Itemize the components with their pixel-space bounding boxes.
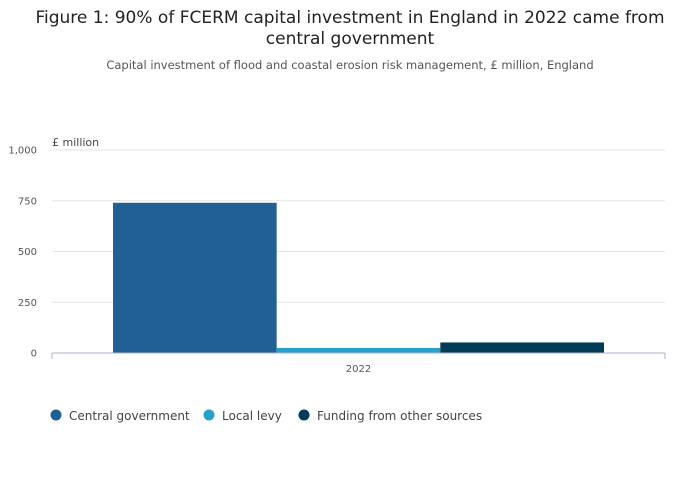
x-tick-label: 2022 — [346, 364, 371, 375]
legend-label: Local levy — [222, 409, 282, 423]
y-tick-label: 1,000 — [8, 146, 37, 157]
y-tick-label: 750 — [18, 196, 37, 207]
legend-marker — [203, 409, 215, 421]
bar-funding-from-other-sources[interactable] — [440, 342, 604, 353]
legend-item[interactable]: Funding from other sources — [298, 409, 483, 423]
y-tick-label: 500 — [18, 247, 37, 258]
chart-title: Figure 1: 90% of FCERM capital investmen… — [35, 8, 665, 49]
legend-label: Funding from other sources — [317, 409, 482, 423]
legend-marker — [50, 409, 62, 421]
bar-central-government[interactable] — [113, 202, 277, 353]
legend: Central government Local levy Funding from… — [50, 409, 483, 423]
legend-marker — [298, 409, 310, 421]
y-tick-label: 250 — [18, 298, 37, 309]
y-tick-label: 0 — [31, 349, 37, 360]
legend-item[interactable]: Central government — [50, 409, 190, 423]
y-axis: 0 250 500 750 1,000 — [8, 146, 37, 360]
bar-local-levy[interactable] — [276, 347, 441, 353]
legend-label: Central government — [69, 409, 190, 423]
legend-item[interactable]: Local levy — [203, 409, 282, 423]
bars — [113, 202, 604, 353]
chart-subtitle: Capital investment of flood and coastal … — [106, 58, 594, 72]
y-axis-unit-label: £ million — [52, 136, 99, 149]
x-axis: 2022 — [51, 352, 666, 375]
